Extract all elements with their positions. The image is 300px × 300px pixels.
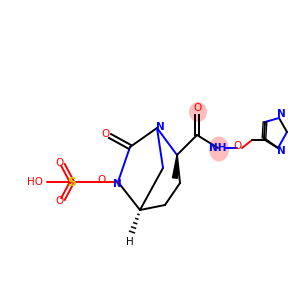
Ellipse shape [189,102,207,122]
Text: O: O [234,141,242,151]
Text: NH: NH [209,143,227,153]
Text: N: N [156,122,164,132]
Text: N: N [277,146,285,156]
Ellipse shape [209,136,229,161]
Text: O: O [97,175,105,185]
Text: O: O [102,129,110,139]
Text: N: N [277,109,285,119]
Text: HO: HO [27,177,43,187]
Polygon shape [172,155,178,178]
Text: O: O [194,103,202,113]
Text: S: S [68,176,76,188]
Text: O: O [56,158,64,168]
Text: H: H [126,237,134,247]
Text: O: O [56,196,64,206]
Text: N: N [112,179,122,189]
